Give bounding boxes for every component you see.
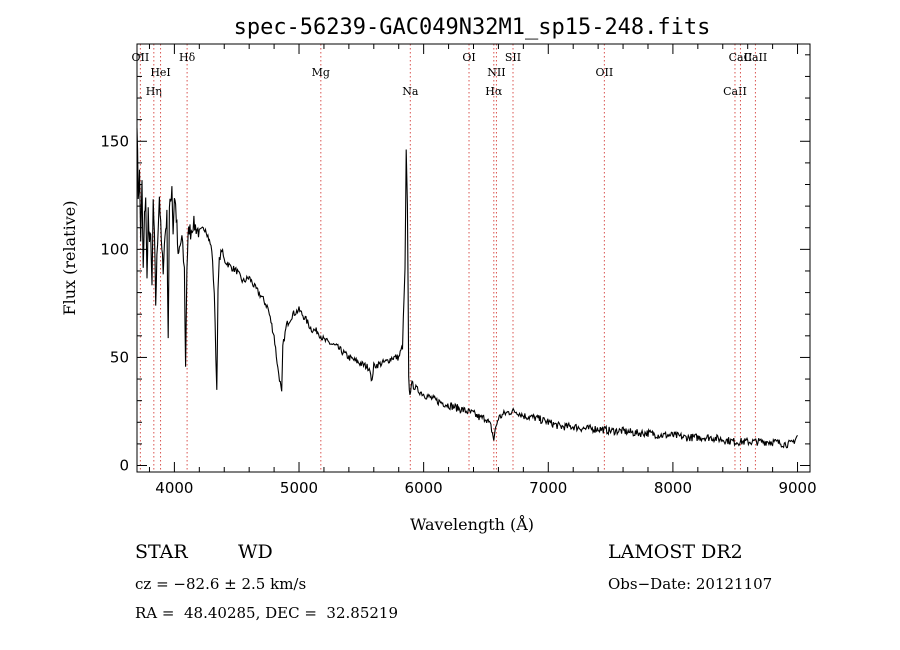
object-class: STAR — [135, 541, 188, 563]
spectral-line-label: Hη — [146, 85, 162, 98]
spectral-line-label: Hδ — [179, 51, 196, 64]
axes: 4000 5000 6000 7000 8000 9000 0 50 100 150 — [100, 43, 817, 497]
x-tick-label: 6000 — [405, 479, 443, 497]
spectral-line-label: NII — [487, 66, 505, 79]
y-tick-label: 100 — [100, 240, 129, 258]
chart-title: spec-56239-GAC049N32M1_sp15-248.fits — [234, 15, 711, 40]
x-tick-label: 7000 — [529, 479, 567, 497]
spectral-line-label: OII — [132, 51, 150, 64]
spectral-line-label: CaII — [723, 85, 747, 98]
spectral-line-label: OII — [596, 66, 614, 79]
spectral-line-label: OI — [462, 51, 475, 64]
observation-date: Obs−Date: 20121107 — [608, 575, 773, 593]
object-subclass: WD — [238, 541, 273, 563]
redshift-info: cz = −82.6 ± 2.5 km/s — [135, 575, 307, 593]
spectral-line-label: CaII — [729, 51, 753, 64]
spectral-line-label: CaII — [744, 51, 768, 64]
y-tick-label: 150 — [100, 132, 129, 150]
spectral-line-label: Mg — [312, 66, 330, 79]
spectral-line-label: Na — [402, 85, 419, 98]
coordinates: RA = 48.40285, DEC = 32.85219 — [135, 604, 399, 622]
spectrum-series — [136, 128, 798, 449]
y-tick-label: 50 — [110, 348, 129, 366]
x-tick-label: 5000 — [280, 479, 318, 497]
plot-frame — [136, 43, 811, 473]
y-axis-label: Flux (relative) — [60, 201, 79, 316]
x-tick-label: 8000 — [654, 479, 692, 497]
x-tick-label: 4000 — [155, 479, 193, 497]
spectral-line-label: HeI — [150, 66, 170, 79]
survey-name: LAMOST DR2 — [608, 541, 743, 563]
x-axis-label: Wavelength (Å) — [410, 514, 534, 534]
spectral-line-label: Hα — [485, 85, 503, 98]
y-tick-label: 0 — [119, 457, 129, 475]
spectral-line-label: SII — [505, 51, 521, 64]
x-tick-label: 9000 — [778, 479, 816, 497]
